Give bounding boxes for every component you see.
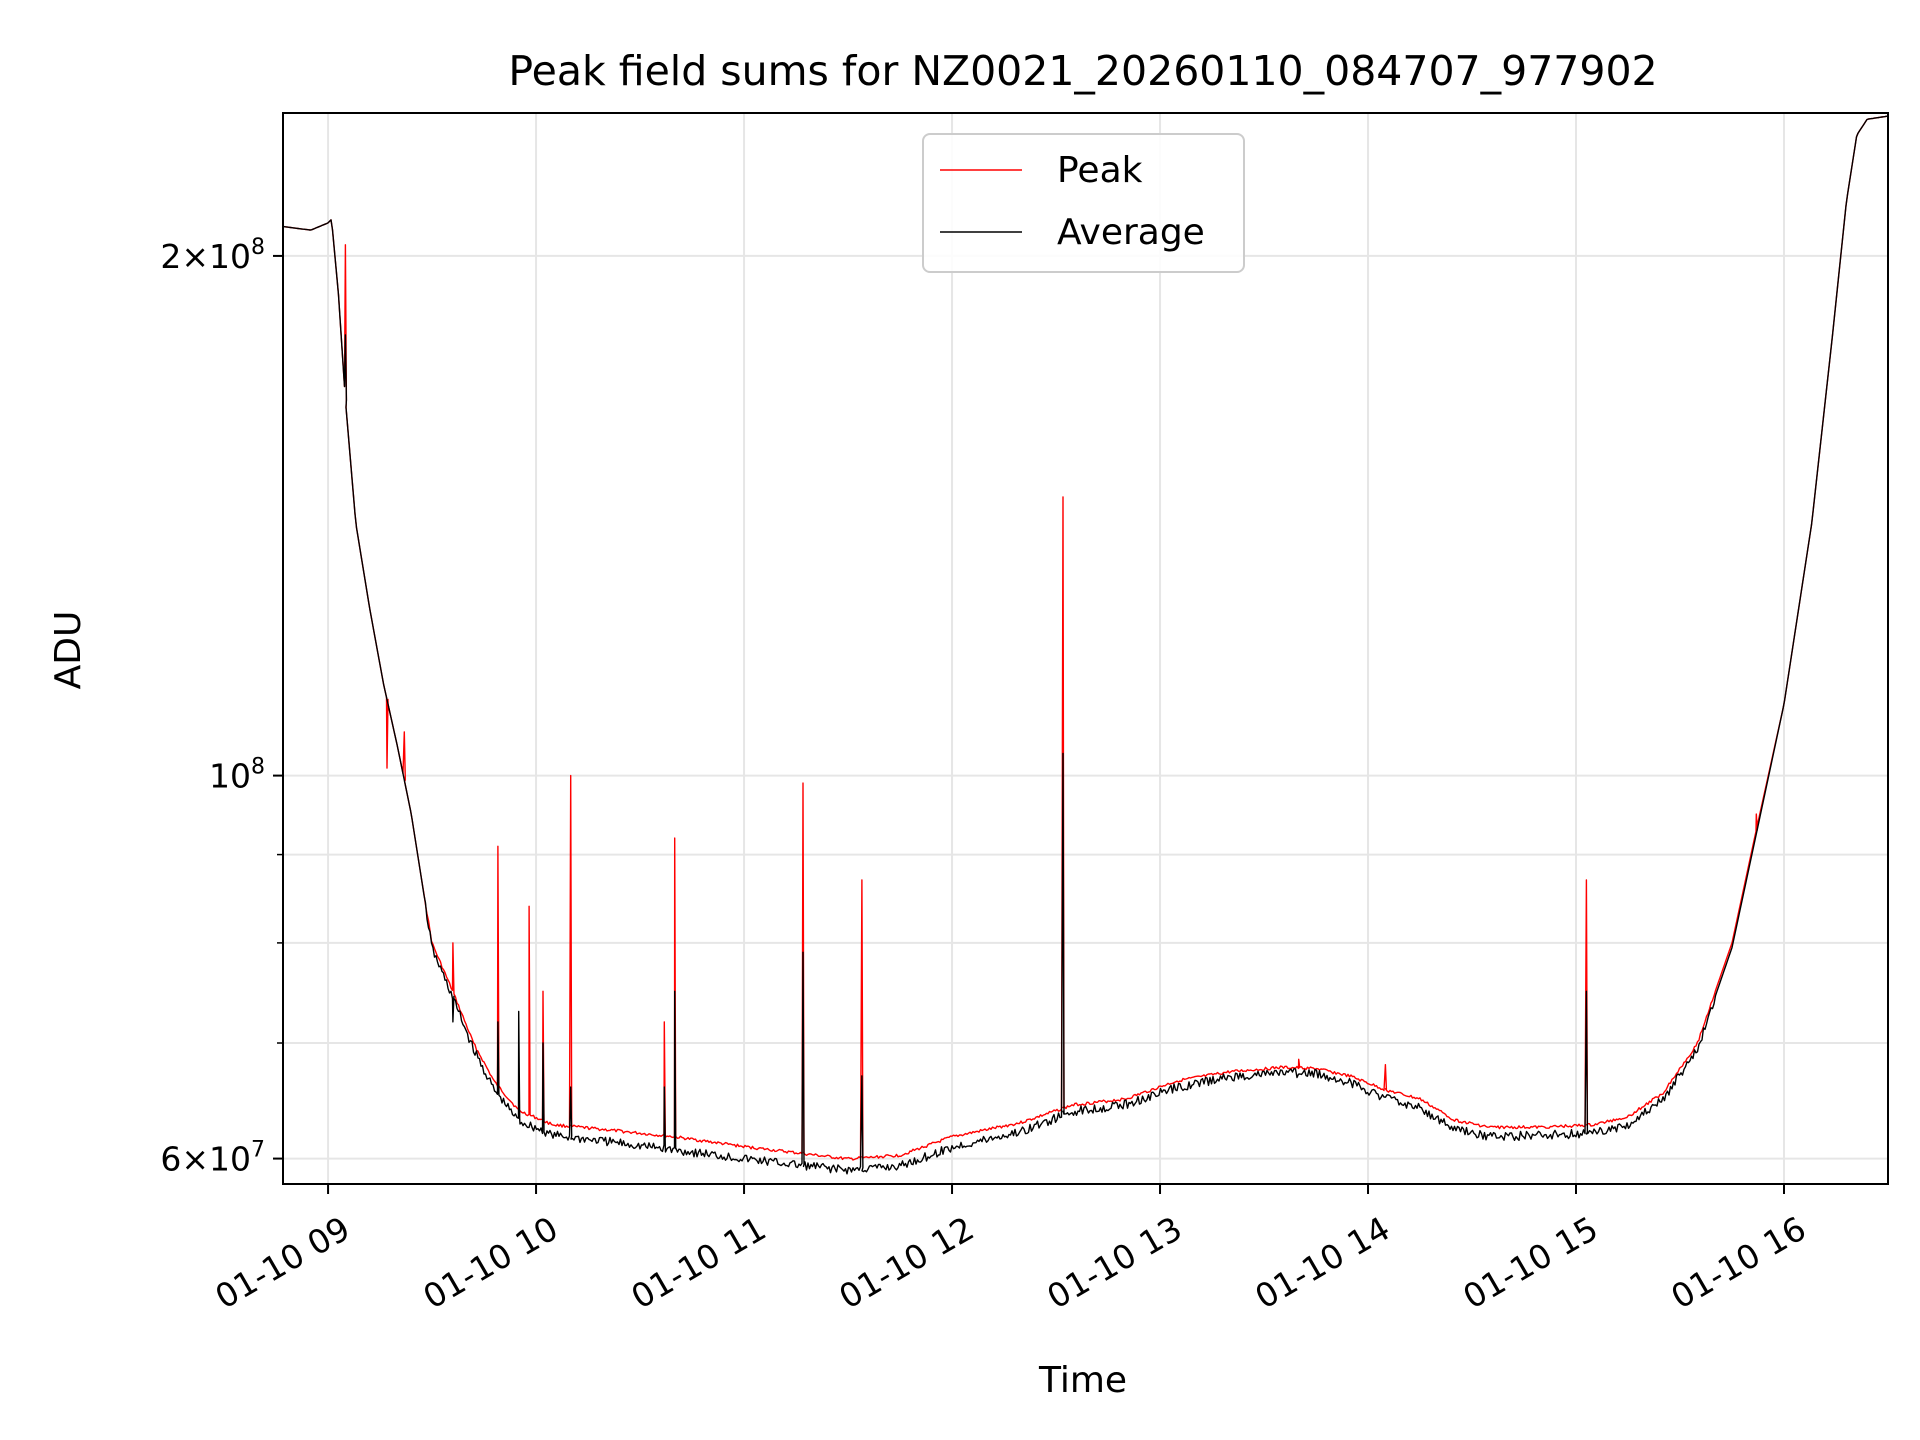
legend: Peak Average [922, 133, 1245, 273]
y-tick-exponent: 8 [251, 235, 265, 260]
series-line-average [282, 115, 1889, 1175]
legend-label-peak: Peak [1057, 150, 1143, 191]
legend-box [922, 133, 1245, 273]
y-tick-mantissa: 2 [160, 237, 181, 276]
plot-series [282, 115, 1889, 1175]
y-tick-label: 2×108 [160, 235, 265, 276]
y-tick-label: 108 [209, 755, 265, 796]
x-axis-label: Time [1038, 1360, 1127, 1401]
plot-frame [282, 112, 1889, 1185]
series-line-peak [282, 115, 1889, 1161]
y-tick-label: 6×107 [160, 1138, 265, 1179]
legend-label-average: Average [1057, 212, 1205, 253]
y-tick-mantissa: 6 [160, 1140, 181, 1179]
y-tick-exponent: 7 [251, 1138, 265, 1163]
y-tick-exponent: 8 [251, 755, 265, 780]
y-axis-label: ADU [48, 611, 89, 690]
chart-title: Peak field sums for NZ0021_20260110_0847… [508, 47, 1657, 95]
